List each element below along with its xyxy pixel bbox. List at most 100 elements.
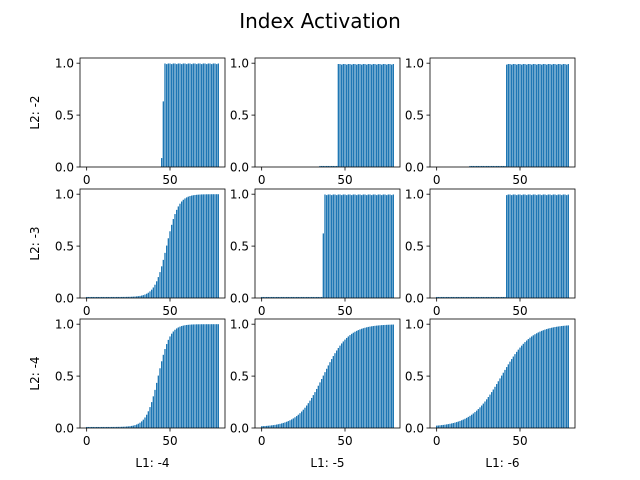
bar-0-2-71 <box>554 64 556 167</box>
bar-1-1-25 <box>302 296 304 298</box>
y-tick-label: 0.5 <box>405 109 424 123</box>
bar-1-1-67 <box>372 194 374 298</box>
bar-2-2-13 <box>457 421 459 428</box>
bar-1-2-1 <box>437 296 439 298</box>
bar-1-1-44 <box>334 194 336 298</box>
bar-1-0-76 <box>212 194 214 298</box>
bar-0-0-70 <box>202 63 204 167</box>
bar-1-1-3 <box>266 296 268 298</box>
bar-1-2-59 <box>534 194 536 298</box>
bar-2-1-66 <box>371 326 373 428</box>
bar-1-2-25 <box>477 296 479 298</box>
bar-2-1-29 <box>309 400 311 428</box>
bar-0-1-67 <box>372 64 374 167</box>
bar-1-1-62 <box>364 194 366 298</box>
y-tick-label: 0.0 <box>55 292 74 306</box>
bar-2-0-58 <box>182 325 184 428</box>
bar-1-2-19 <box>467 296 469 298</box>
bar-2-0-36 <box>146 414 148 428</box>
bar-0-1-38 <box>324 165 326 167</box>
bar-1-0-49 <box>167 238 169 298</box>
bar-1-1-50 <box>344 194 346 298</box>
bar-1-2-69 <box>551 195 553 298</box>
bar-1-1-54 <box>351 195 353 298</box>
bar-1-0-54 <box>176 209 178 298</box>
bar-0-1-63 <box>366 64 368 167</box>
bar-1-0-18 <box>116 296 118 298</box>
x-tick-label: 0 <box>433 434 441 448</box>
bar-1-2-66 <box>546 195 548 298</box>
bar-2-0-65 <box>194 324 196 428</box>
bar-1-1-28 <box>307 296 309 298</box>
bar-1-0-7 <box>97 296 99 298</box>
column-label: L1: -4 <box>135 456 169 470</box>
bar-0-2-74 <box>559 64 561 167</box>
bar-2-2-67 <box>547 328 549 428</box>
bar-0-2-30 <box>486 165 488 167</box>
bar-2-1-40 <box>327 365 329 428</box>
bar-1-2-51 <box>521 195 523 298</box>
bar-2-0-51 <box>171 333 173 428</box>
bar-0-1-76 <box>387 64 389 167</box>
bar-2-1-22 <box>297 414 299 428</box>
bar-2-2-59 <box>534 334 536 428</box>
x-tick-label: 50 <box>512 304 527 318</box>
bar-2-2-10 <box>452 423 454 428</box>
bar-1-1-12 <box>281 296 283 298</box>
bar-0-0-61 <box>187 63 189 167</box>
bar-2-0-15 <box>111 426 113 428</box>
bar-0-1-60 <box>361 64 363 167</box>
bar-2-0-69 <box>201 324 203 428</box>
axes-frame <box>429 57 576 168</box>
bar-1-2-20 <box>469 296 471 298</box>
bar-1-0-25 <box>127 296 129 298</box>
bar-1-2-15 <box>461 296 463 298</box>
bar-1-2-36 <box>496 296 498 298</box>
bar-1-0-74 <box>209 194 211 298</box>
bar-0-1-75 <box>386 64 388 167</box>
bar-2-0-31 <box>137 423 139 428</box>
bar-2-2-72 <box>556 326 558 428</box>
row-label: L2: -4 <box>28 356 42 390</box>
bar-2-0-43 <box>157 375 159 428</box>
bar-1-2-40 <box>502 296 504 298</box>
bar-0-0-55 <box>177 63 179 167</box>
subplot-1-1: 0 50 0.0 0.5 1.0 <box>230 188 401 318</box>
bar-2-1-39 <box>326 368 328 428</box>
bar-1-2-0 <box>436 296 438 298</box>
subplot-0-1: 0 50 0.0 0.5 1.0 <box>230 57 401 187</box>
bar-1-0-11 <box>104 296 106 298</box>
bar-0-2-27 <box>481 165 483 167</box>
bar-0-0-66 <box>196 64 198 167</box>
bar-2-1-32 <box>314 392 316 428</box>
bar-2-1-9 <box>276 424 278 428</box>
bar-2-1-12 <box>281 423 283 428</box>
bar-0-1-50 <box>344 64 346 167</box>
bar-2-0-74 <box>209 324 211 428</box>
bar-2-1-58 <box>357 330 359 428</box>
bar-1-2-16 <box>462 296 464 298</box>
bar-1-1-71 <box>379 194 381 298</box>
bar-1-0-33 <box>141 295 143 298</box>
y-tick-label: 0.0 <box>230 161 249 175</box>
bar-2-0-72 <box>206 324 208 428</box>
subplot-2-0: 0 50 0.0 0.5 1.0 L2: -4 L1: -4 <box>28 318 226 470</box>
column-label: L1: -5 <box>310 456 344 470</box>
bar-2-2-25 <box>477 409 479 428</box>
bar-2-0-67 <box>197 324 199 428</box>
bar-1-0-46 <box>162 259 164 298</box>
bar-2-1-59 <box>359 329 361 428</box>
bar-0-0-58 <box>182 63 184 167</box>
bar-2-0-76 <box>212 324 214 428</box>
bar-1-1-66 <box>371 195 373 298</box>
bar-2-0-19 <box>117 426 119 428</box>
bar-1-2-57 <box>531 195 533 298</box>
bar-0-1-35 <box>319 165 321 167</box>
bar-2-2-42 <box>506 367 508 428</box>
bar-0-2-24 <box>476 165 478 167</box>
bar-2-1-75 <box>386 324 388 428</box>
bar-1-1-49 <box>342 194 344 298</box>
bar-0-0-75 <box>211 64 213 167</box>
bar-2-2-73 <box>557 326 559 428</box>
bar-0-2-37 <box>497 165 499 167</box>
